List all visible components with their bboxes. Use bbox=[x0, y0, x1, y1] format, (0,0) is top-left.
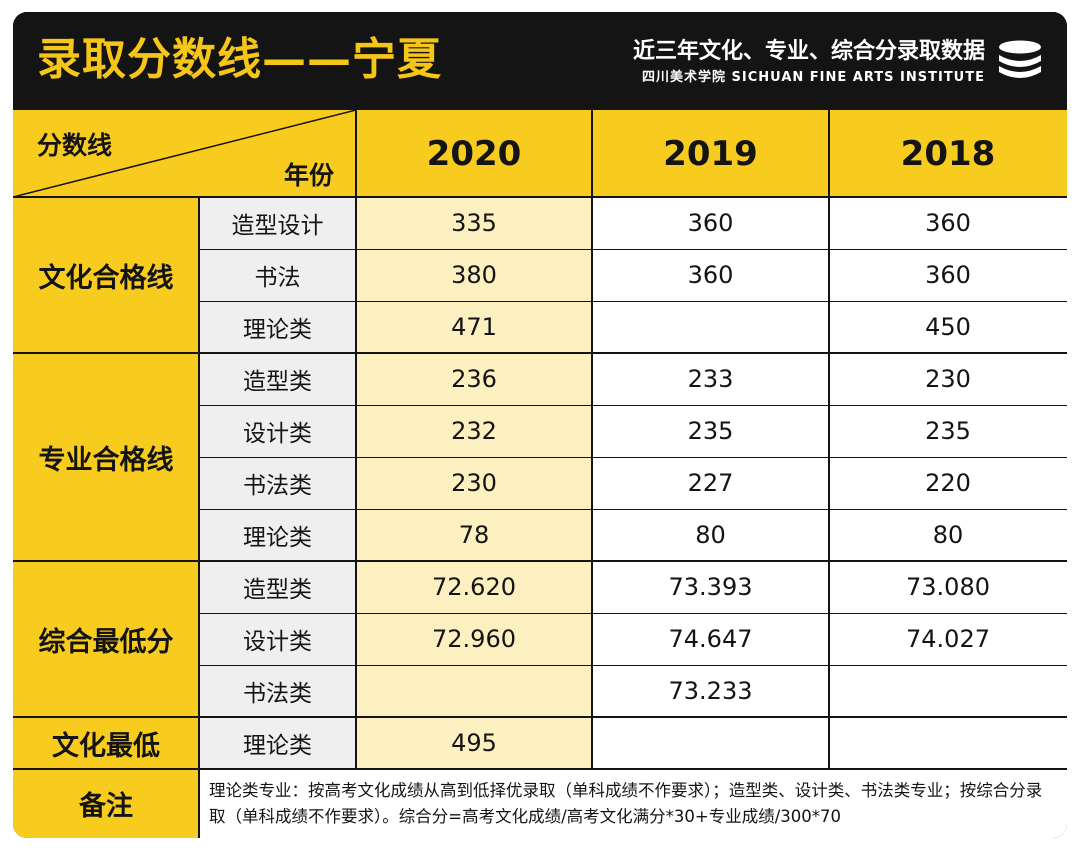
score-cell: 235 bbox=[829, 405, 1067, 457]
row-label: 造型类 bbox=[199, 561, 356, 613]
grid-line-horizontal bbox=[13, 560, 1067, 562]
page-title: 录取分数线——宁夏 bbox=[37, 34, 442, 85]
score-cell: 495 bbox=[356, 717, 592, 769]
score-cell: 227 bbox=[592, 457, 829, 509]
group-label: 文化合格线 bbox=[13, 197, 199, 353]
score-cell: 360 bbox=[592, 197, 829, 249]
score-cell: 78 bbox=[356, 509, 592, 561]
score-cell: 230 bbox=[356, 457, 592, 509]
remark-label: 备注 bbox=[13, 769, 199, 838]
score-cell: 73.393 bbox=[592, 561, 829, 613]
school-name: 四川美术学院 SICHUAN FINE ARTS INSTITUTE bbox=[642, 70, 985, 85]
grid-line-horizontal bbox=[13, 196, 1067, 198]
row-label: 书法类 bbox=[199, 665, 356, 717]
score-cell: 360 bbox=[829, 197, 1067, 249]
score-cell: 220 bbox=[829, 457, 1067, 509]
score-cell: 236 bbox=[356, 353, 592, 405]
corner-header-cell: 分数线年份 bbox=[13, 110, 356, 197]
grid-line-horizontal bbox=[13, 768, 1067, 770]
score-cell: 80 bbox=[829, 509, 1067, 561]
row-label: 设计类 bbox=[199, 613, 356, 665]
score-cell: 450 bbox=[829, 301, 1067, 353]
score-cell: 335 bbox=[356, 197, 592, 249]
grid-line-vertical bbox=[591, 110, 593, 769]
remark-text: 理论类专业：按高考文化成绩从高到低择优录取（单科成绩不作要求）；造型类、设计类、… bbox=[199, 769, 1067, 838]
grid-line-horizontal bbox=[13, 352, 1067, 354]
score-cell: 80 bbox=[592, 509, 829, 561]
score-cell: 360 bbox=[592, 249, 829, 301]
corner-label-year: 年份 bbox=[283, 161, 334, 190]
grid-line-horizontal bbox=[199, 405, 1067, 406]
group-label: 专业合格线 bbox=[13, 353, 199, 561]
score-cell: 73.080 bbox=[829, 561, 1067, 613]
score-cell: 230 bbox=[829, 353, 1067, 405]
year-header-2020: 2020 bbox=[356, 110, 592, 197]
score-cell: 72.960 bbox=[356, 613, 592, 665]
grid-line-vertical bbox=[828, 110, 830, 769]
grid-line-horizontal bbox=[199, 613, 1067, 614]
stacked-discs-icon bbox=[999, 40, 1041, 78]
grid-line-horizontal bbox=[199, 665, 1067, 666]
score-table-card: 录取分数线——宁夏 近三年文化、专业、综合分录取数据 四川美术学院 SICHUA… bbox=[13, 12, 1067, 838]
page-subtitle: 近三年文化、专业、综合分录取数据 bbox=[632, 39, 985, 64]
score-cell bbox=[592, 301, 829, 353]
group-label: 综合最低分 bbox=[13, 561, 199, 717]
grid-line-horizontal bbox=[199, 509, 1067, 510]
score-cell: 380 bbox=[356, 249, 592, 301]
score-cell: 360 bbox=[829, 249, 1067, 301]
score-cell: 74.027 bbox=[829, 613, 1067, 665]
grid-line-horizontal bbox=[199, 249, 1067, 250]
corner-label-score: 分数线 bbox=[37, 131, 113, 160]
score-cell: 72.620 bbox=[356, 561, 592, 613]
header-bar: 录取分数线——宁夏 近三年文化、专业、综合分录取数据 四川美术学院 SICHUA… bbox=[13, 12, 1067, 110]
score-cell bbox=[829, 665, 1067, 717]
group-label: 文化最低 bbox=[13, 717, 199, 769]
score-cell bbox=[829, 717, 1067, 769]
row-label: 造型类 bbox=[199, 353, 356, 405]
score-cell bbox=[356, 665, 592, 717]
row-label: 理论类 bbox=[199, 509, 356, 561]
year-header-2019: 2019 bbox=[592, 110, 829, 197]
grid-line-vertical bbox=[355, 110, 357, 769]
score-cell: 471 bbox=[356, 301, 592, 353]
row-label: 书法 bbox=[199, 249, 356, 301]
score-cell: 235 bbox=[592, 405, 829, 457]
row-label: 设计类 bbox=[199, 405, 356, 457]
score-cell bbox=[592, 717, 829, 769]
score-cell: 74.647 bbox=[592, 613, 829, 665]
grid-line-vertical bbox=[198, 769, 200, 838]
score-cell: 233 bbox=[592, 353, 829, 405]
row-label: 理论类 bbox=[199, 301, 356, 353]
row-label: 书法类 bbox=[199, 457, 356, 509]
score-cell: 73.233 bbox=[592, 665, 829, 717]
grid-line-horizontal bbox=[13, 716, 1067, 718]
corner-diagonal-line bbox=[13, 110, 356, 197]
row-label: 理论类 bbox=[199, 717, 356, 769]
grid-line-horizontal bbox=[199, 457, 1067, 458]
grid-line-horizontal bbox=[199, 301, 1067, 302]
grid-line-vertical bbox=[198, 197, 200, 769]
row-label: 造型设计 bbox=[199, 197, 356, 249]
score-cell: 232 bbox=[356, 405, 592, 457]
year-header-2018: 2018 bbox=[829, 110, 1067, 197]
